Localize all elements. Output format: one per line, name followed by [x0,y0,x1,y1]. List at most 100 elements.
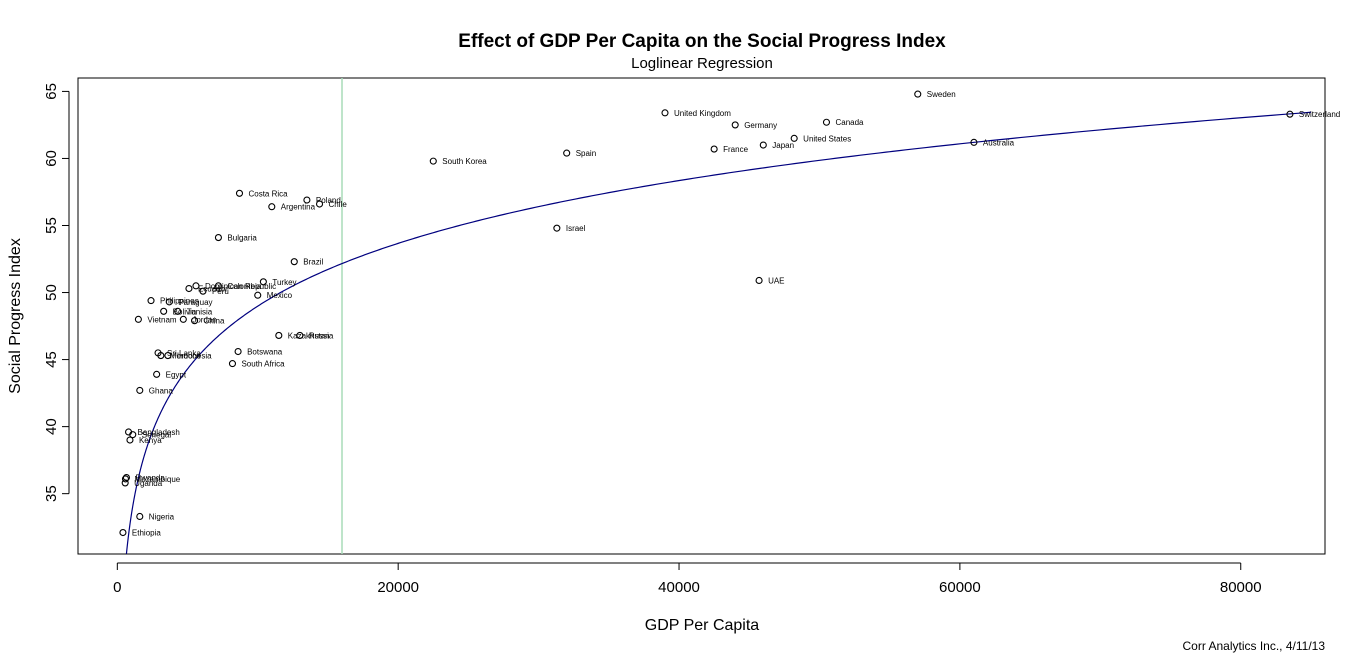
data-point [303,196,311,204]
point-label: Jordan [192,315,216,324]
point-label: South Korea [442,157,487,166]
data-point [254,291,262,299]
point-label: Kenya [139,436,162,445]
x-axis: 0 20000 40000 60000 80000 [113,562,1262,596]
point-label: Philippines [160,297,199,306]
x-tick-label: 40000 [658,579,700,596]
data-point [126,436,134,444]
point-label: Bulgaria [227,234,257,243]
point-label: Morocco [170,352,201,361]
data-point [563,149,571,157]
point-label: France [723,145,748,154]
x-tick-label: 80000 [1220,579,1262,596]
x-tick-label: 20000 [377,579,419,596]
point-label: Brazil [303,258,323,267]
point-label: Bangladesh [138,428,180,437]
point-label: Israel [566,224,586,233]
data-points: Switzerland Sweden United Kingdom Germany Ca… [119,90,1340,538]
point-label: Peru [212,287,229,296]
point-label: South Africa [241,360,285,369]
data-point [822,118,831,126]
point-label: Uganda [134,479,163,488]
data-point [759,141,767,149]
point-label: Sri Lanka [167,349,201,358]
x-tick-label: 60000 [939,579,981,596]
point-label: Mozambique [134,475,180,484]
data-point [234,347,242,356]
y-tick-label: 60 [43,150,60,167]
point-label: Canada [835,118,864,127]
point-label: Turkey [272,278,296,287]
data-point [259,278,267,286]
data-point [214,234,222,242]
point-label: United States [803,134,851,143]
point-label: Argentina [281,203,316,212]
point-label: Nigeria [149,512,175,521]
data-point [153,370,161,378]
y-tick-label: 65 [43,83,60,100]
data-point [129,431,137,439]
point-label: Vietnam [147,315,177,324]
y-tick-label: 35 [43,485,60,502]
data-point [214,282,222,290]
data-point [553,224,561,232]
data-point [199,287,207,295]
data-point [429,157,437,165]
data-point [136,512,144,521]
point-label: Russia [309,331,334,340]
point-label: Tunisia [187,307,213,316]
y-axis: 35 40 45 50 55 60 65 [43,83,70,502]
data-point [790,134,798,142]
data-point [185,284,193,293]
point-label: China [204,317,225,326]
data-point [731,121,739,129]
data-point [1286,110,1294,118]
data-point [134,315,142,323]
data-point [174,307,182,315]
chart-subtitle: Loglinear Regression [631,55,773,72]
point-label: Mexico [267,291,293,300]
data-point [755,276,763,285]
data-point [235,189,244,197]
point-label: Switzerland [1299,110,1340,119]
point-label: Costa Rica [248,189,288,198]
point-label: Ethiopia [132,529,161,538]
data-point [268,203,276,211]
data-point [160,307,168,315]
point-label: Egypt [166,370,187,379]
point-label: Poland [316,196,341,205]
data-point [296,331,304,339]
credit-text: Corr Analytics Inc., 4/11/13 [1182,639,1325,653]
data-point [192,282,200,290]
point-label: Ecuador [198,285,228,294]
data-point [970,138,978,146]
point-label: UAE [768,276,784,285]
point-label: Dominican Republic [205,282,276,291]
plot-area [77,77,1326,555]
data-point [164,352,172,360]
point-label: Senegal [142,431,172,440]
data-point [121,475,130,483]
point-label: Botswana [247,348,283,357]
data-point [119,528,127,537]
data-point [275,331,283,339]
data-point [661,109,669,117]
point-label: Colombia [227,282,261,291]
data-point [121,479,129,487]
point-label: Chile [329,200,348,209]
point-label: Germany [744,121,777,130]
y-tick-label: 55 [43,217,60,234]
data-point [136,386,144,394]
data-point [315,200,324,208]
data-point [157,352,165,360]
data-point [228,360,237,368]
point-label: Kazakhstan [288,331,330,340]
point-label: Indonesia [177,352,212,361]
point-label: Sweden [927,90,956,99]
y-tick-label: 45 [43,351,60,368]
point-label: Rwanda [135,474,165,483]
point-label: Spain [576,149,596,158]
data-point [191,317,199,325]
data-point [147,297,155,305]
